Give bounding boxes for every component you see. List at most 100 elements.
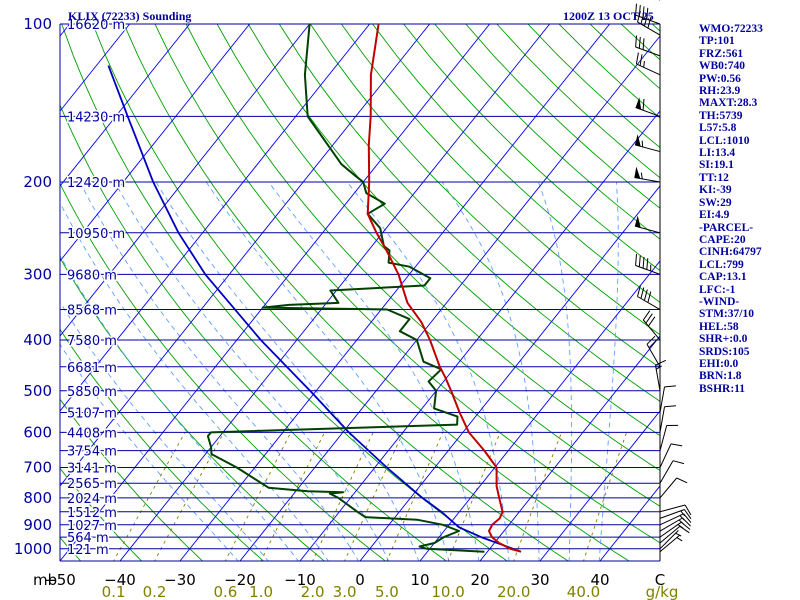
moist-adiabat <box>538 181 573 561</box>
wind-barb-feather <box>647 316 656 327</box>
wind-barb-staff <box>659 460 674 484</box>
wind-barb-feather <box>640 287 645 299</box>
wind-barb <box>659 443 683 468</box>
dry-adiabat <box>341 24 660 336</box>
profiles <box>107 24 522 553</box>
wind-barb <box>659 513 692 526</box>
wind-barb-staff <box>637 296 661 310</box>
stat-item: LFC:-1 <box>699 283 736 296</box>
wind-barb-feather <box>638 5 641 17</box>
moist-adiabat <box>114 181 390 561</box>
dry-adiabat-lines <box>60 24 660 561</box>
wind-barb-feather <box>676 477 688 484</box>
wind-barb <box>634 134 661 153</box>
mixing-ratio-tick-label: 0.2 <box>143 583 167 600</box>
temperature-line <box>366 24 522 553</box>
stat-item: FRZ:561 <box>699 47 744 60</box>
stat-item: -PARCEL- <box>699 221 754 234</box>
stat-item: WMO:72233 <box>699 23 763 35</box>
isotherm <box>119 24 551 561</box>
stat-item: SRDS:105 <box>699 345 750 358</box>
height-label: 4408 m <box>67 426 117 441</box>
wind-barb-feather <box>647 291 652 303</box>
wind-barb <box>659 504 692 516</box>
wind-barb-feather <box>683 513 692 523</box>
mixing-ratio-line <box>154 432 225 561</box>
temperature-tick-label: −20 <box>224 571 256 589</box>
temperature-tick-label: 30 <box>530 571 549 589</box>
wind-barb <box>635 254 661 275</box>
pressure-tick-label: 200 <box>23 173 52 191</box>
temperature-tick-label: −10 <box>284 571 316 589</box>
height-label: 3141 m <box>67 462 117 477</box>
dry-adiabat <box>216 24 660 472</box>
height-label: 2024 m <box>67 492 117 507</box>
wind-barb-half-feather <box>679 515 685 521</box>
chart-title: KLIX (72233) Sounding <box>68 9 191 23</box>
wind-barb-feather <box>637 285 641 297</box>
chart-datetime: 1200Z 13 OCT 25 <box>563 9 654 23</box>
mixing-ratio-tick-label: 5.0 <box>375 583 399 600</box>
temperature-tick-label: 10 <box>410 571 429 589</box>
wind-barb-staff <box>659 406 665 433</box>
wind-barb <box>635 35 661 57</box>
pressure-tick-label: 100 <box>23 15 52 33</box>
wind-barb-staff <box>659 513 684 526</box>
wind-barb-feather <box>648 339 658 349</box>
stat-item: RH:23.9 <box>699 85 741 98</box>
wind-barb-feather <box>635 3 637 16</box>
stat-item: TT:12 <box>699 171 729 184</box>
wind-barb-feather <box>647 16 652 29</box>
sounding-indices-panel: WMO:72233 TP:101 FRZ:561 WB0:740 PW:0.56 RH:2… <box>699 23 799 395</box>
wind-barb-feather <box>642 256 645 269</box>
stat-item: WB0:740 <box>699 60 745 73</box>
mixing-ratio-tick-label: 10.0 <box>431 583 464 600</box>
stat-item: CAP:13.1 <box>699 271 747 284</box>
dry-adiabat <box>60 182 386 561</box>
wind-barb-feather <box>635 254 637 266</box>
mixing-ratio-tick-label: 0.1 <box>102 583 126 600</box>
mixing-ratio-tick-label: 1.0 <box>249 583 273 600</box>
moist-adiabat <box>60 254 299 561</box>
temperature-tick-label: C <box>655 571 665 589</box>
wind-barb-staff <box>646 344 661 368</box>
wind-barb-staff <box>659 509 685 519</box>
stat-item: TP:101 <box>699 35 735 48</box>
wind-barb-feather <box>642 98 645 111</box>
wind-barb-feather <box>635 35 637 48</box>
height-label: 3754 m <box>67 445 117 460</box>
wind-barb <box>659 530 682 550</box>
isotherm <box>0 12 19 562</box>
pressure-tick-label: 900 <box>23 516 52 534</box>
wind-barb-feather <box>684 504 692 516</box>
wind-barb-half-feather <box>675 532 682 537</box>
wind-barb-half-feather <box>680 510 685 517</box>
mixing-ratio-tick-label: 20.0 <box>497 583 530 600</box>
mixing-ratio-tick-label: 3.0 <box>333 583 357 600</box>
wind-barb-staff <box>659 443 672 468</box>
stat-item: LI:13.4 <box>699 147 736 160</box>
height-label: 5850 m <box>67 385 117 400</box>
mixing-ratio-line <box>583 432 628 561</box>
stat-item: STM:37/10 <box>699 308 754 321</box>
isotherm <box>239 35 660 561</box>
pressure-tick-label: 1000 <box>14 540 52 558</box>
stat-item: LCL:799 <box>699 258 744 271</box>
stat-item: KI:-39 <box>699 184 732 197</box>
stat-item: L57:5.8 <box>699 122 737 135</box>
height-label: 7580 m <box>67 334 117 349</box>
stat-item: HEL:58 <box>699 320 739 333</box>
isotherm <box>299 110 660 561</box>
dry-adiabat <box>123 24 630 561</box>
moist-adiabat <box>60 201 329 561</box>
height-label: 14230 m <box>67 110 125 125</box>
wind-barb-half-feather <box>640 172 643 179</box>
wind-barb <box>659 509 692 520</box>
wind-barb-feather <box>672 460 685 465</box>
wind-barb <box>659 534 683 553</box>
wind-barb-staff <box>655 365 661 391</box>
stat-item: SW:29 <box>699 196 732 209</box>
isobar-lines <box>59 23 661 562</box>
height-label: 1027 m <box>67 519 117 534</box>
